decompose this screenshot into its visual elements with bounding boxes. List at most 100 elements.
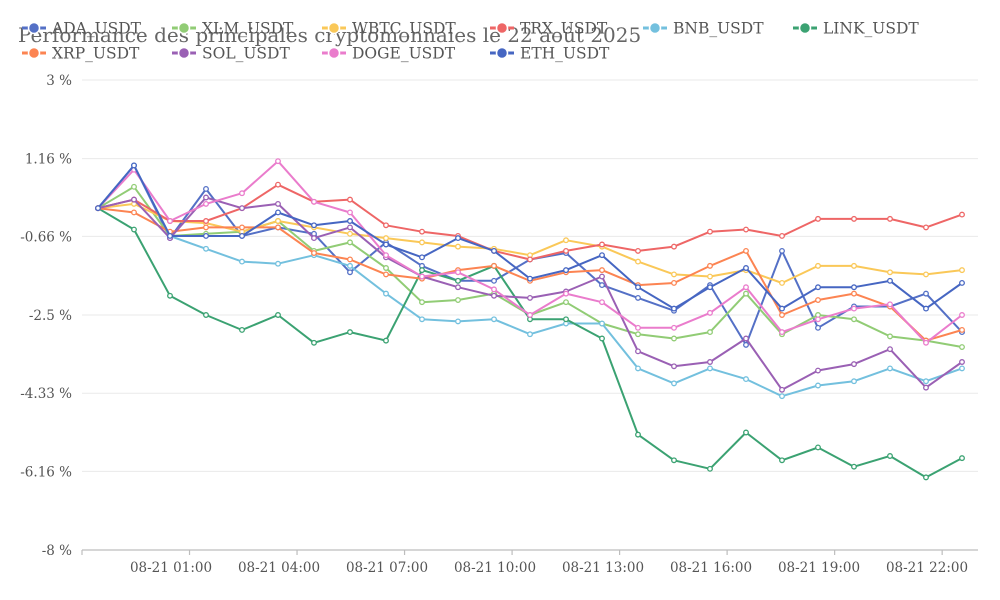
data-point [815,324,821,331]
legend-label: BNB_USDT [673,20,764,38]
legend-item-trx-usdt[interactable]: TRX_USDT [490,20,608,38]
legend-item-eth-usdt[interactable]: ETH_USDT [490,45,610,63]
data-point [707,273,713,280]
data-point [815,444,821,451]
data-point [455,297,461,303]
data-point [599,299,605,306]
data-point [491,262,497,269]
data-point [635,348,641,355]
data-point [131,183,137,190]
data-point [491,292,497,299]
data-point [347,262,353,269]
legend-swatch-dot [177,21,191,35]
data-point [707,284,713,291]
data-point [851,290,857,297]
legend-item-link-usdt[interactable]: LINK_USDT [793,20,919,38]
legend-label: ETH_USDT [520,45,610,63]
legend-item-doge-usdt[interactable]: DOGE_USDT [322,45,456,63]
data-point [779,280,785,286]
legend-item-ada-usdt[interactable]: ADA_USDT [22,20,142,38]
y-tick-label: -2.5 % [29,308,72,324]
data-point [671,305,677,312]
x-tick-label: 08-21 22:00 [886,560,968,576]
data-point [455,269,461,276]
data-point [707,329,713,336]
data-point [275,312,281,318]
data-point [203,186,209,192]
data-point [635,331,641,338]
data-point [707,262,713,269]
data-point [815,262,821,269]
legend-label: DOGE_USDT [352,45,456,63]
data-point [383,235,389,242]
series-line [97,164,963,310]
legend-swatch-dot [327,46,341,60]
data-point [131,226,137,233]
legend-item-bnb-usdt[interactable]: BNB_USDT [643,20,764,38]
legend-item-xrp-usdt[interactable]: XRP_USDT [22,45,140,63]
data-point [599,273,605,280]
data-point [635,258,641,265]
legend-item-wbtc-usdt[interactable]: WBTC_USDT [322,20,456,38]
data-point [779,233,785,239]
data-point [635,365,641,372]
data-point [311,235,317,242]
x-tick-label: 08-21 04:00 [238,560,320,576]
data-point [851,262,857,269]
data-point [815,316,821,323]
legend-swatch-dot [27,46,41,60]
data-point [527,275,533,282]
data-point [851,316,857,323]
data-point [383,271,389,278]
data-point [599,320,605,327]
y-tick-label: 3 % [46,73,72,89]
data-point [419,267,425,274]
data-point [635,294,641,301]
legend-swatch-dot [495,21,509,35]
data-point [959,327,965,333]
data-point [383,222,389,229]
series-trx-usdt [95,181,965,263]
legend-item-sol-usdt[interactable]: SOL_USDT [172,45,290,63]
data-point [851,361,857,368]
data-point [563,247,569,254]
series-line [97,196,963,391]
legend-item-xlm-usdt[interactable]: XLM_USDT [172,20,294,38]
data-point [131,162,137,169]
y-tick-label: -4.33 % [20,386,72,402]
data-point [923,290,929,297]
data-point [671,243,677,250]
data-point [779,393,785,400]
data-point [455,318,461,325]
data-point [455,235,461,242]
data-point [347,218,353,224]
legend-label: SOL_USDT [202,45,290,63]
data-point [491,286,497,293]
data-point [311,339,317,346]
legend-label: XLM_USDT [202,20,294,38]
data-point [959,359,965,365]
data-point [527,312,533,318]
data-point [455,243,461,250]
data-point [239,233,245,239]
data-point [887,215,893,222]
data-point [635,431,641,438]
data-point [671,457,677,464]
series-eth-usdt [95,162,965,312]
data-point [779,457,785,464]
legend-label: WBTC_USDT [352,20,456,38]
data-point [851,305,857,312]
y-tick-label: -0.66 % [20,229,72,245]
data-point [419,254,425,261]
data-point [527,256,533,263]
data-point [923,474,929,481]
data-point [347,230,353,237]
data-point [167,292,173,299]
y-axis: 3 % 1.16 % -0.66 % -2.5 % -4.33 % -6.16 % -8 % [20,73,72,559]
legend-label: TRX_USDT [520,20,608,38]
x-tick-label: 08-21 01:00 [130,560,212,576]
series-line [97,207,963,479]
data-point [671,280,677,286]
data-point [671,271,677,278]
legend[interactable]: ADA_USDT XLM_USDT WBTC_USDT TRX_USDT BNB_USD… [22,20,919,63]
